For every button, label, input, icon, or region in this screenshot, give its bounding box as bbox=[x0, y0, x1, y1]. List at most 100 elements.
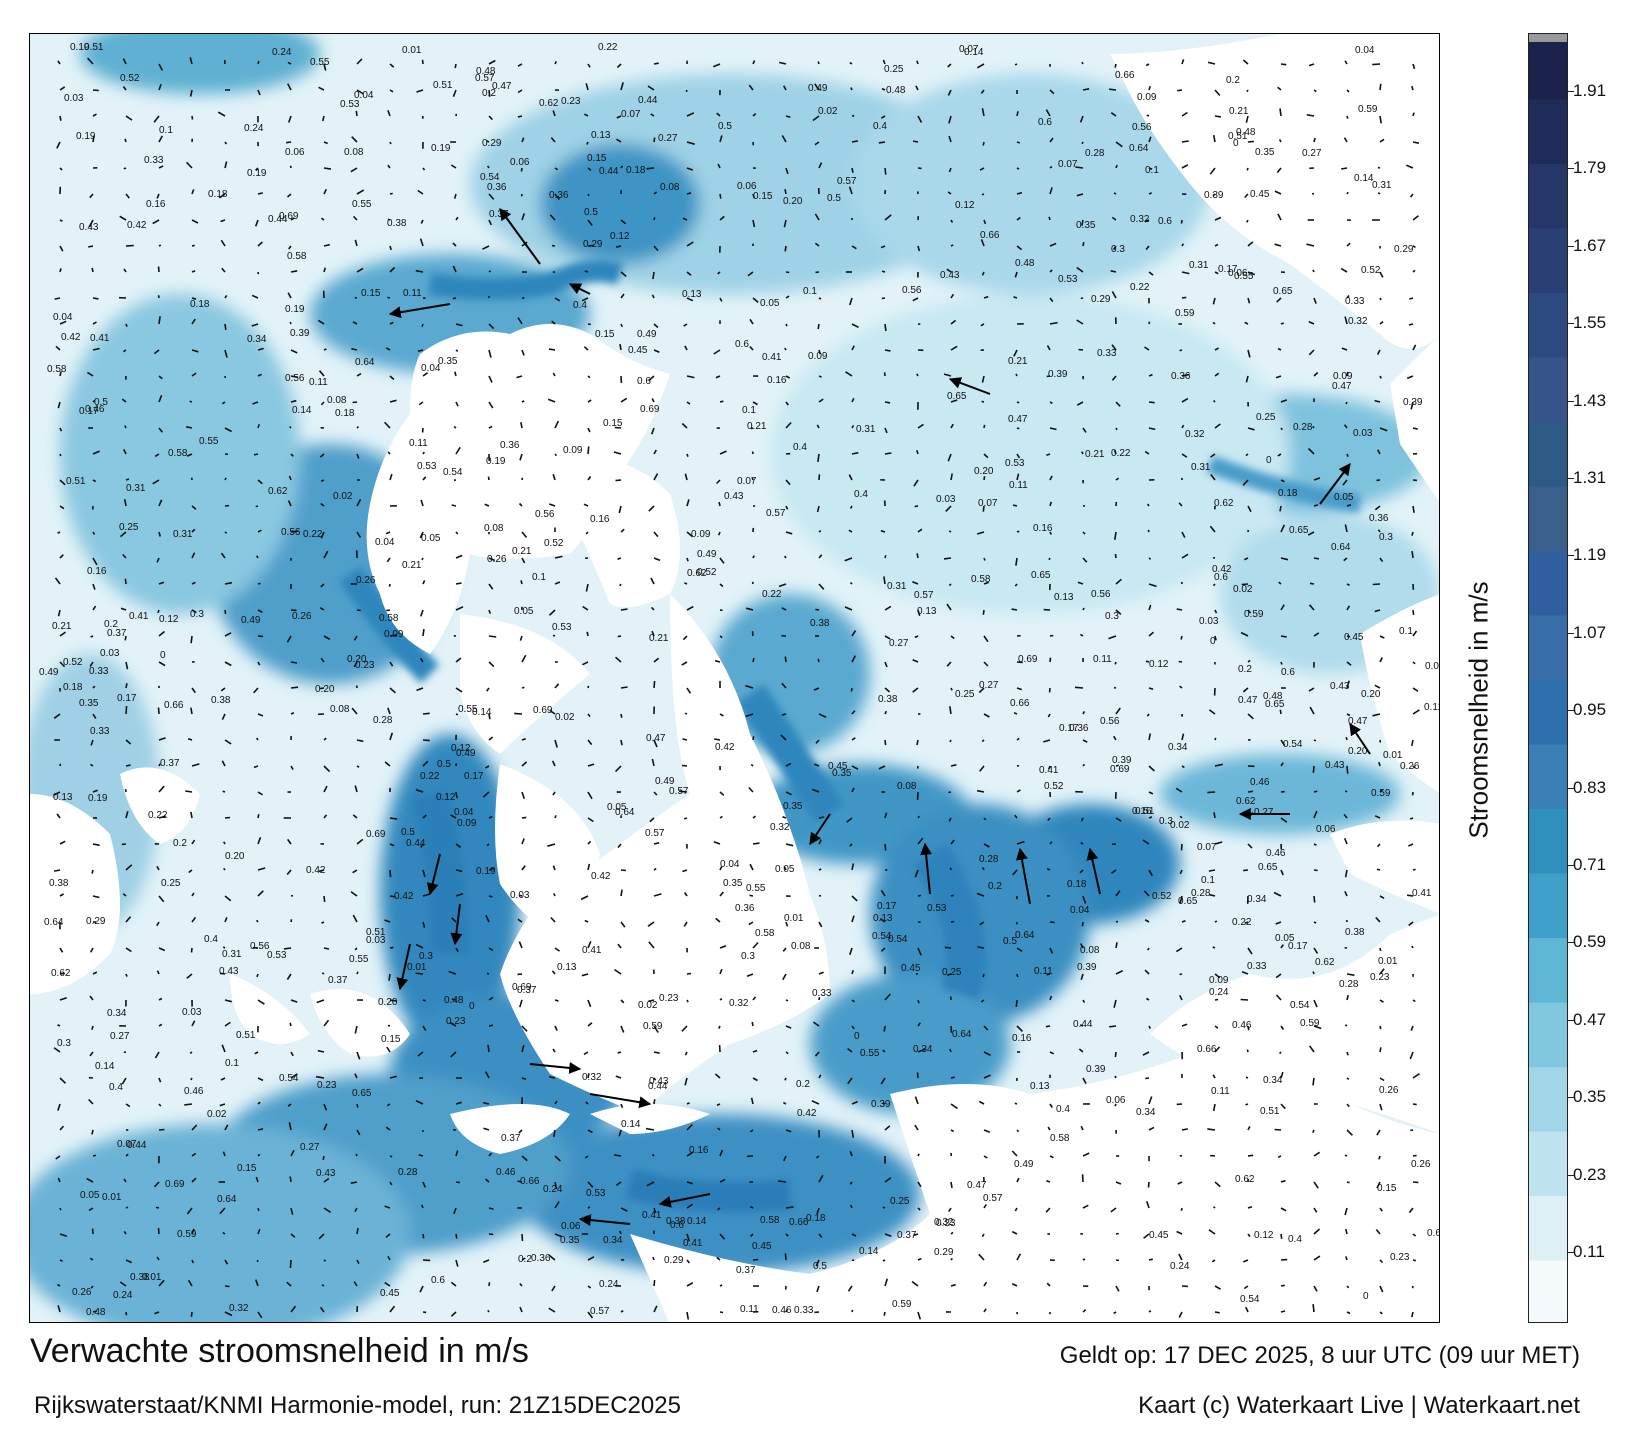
current-arrow bbox=[290, 765, 294, 771]
current-arrow bbox=[321, 972, 325, 975]
colorbar-swatch bbox=[1529, 937, 1567, 1003]
current-arrow bbox=[286, 838, 292, 845]
current-arrow bbox=[1379, 657, 1384, 663]
current-arrow bbox=[1148, 373, 1153, 377]
current-arrow bbox=[384, 919, 391, 923]
speed-value-label: 0.55 bbox=[1234, 271, 1254, 282]
current-arrow bbox=[948, 791, 952, 794]
current-arrow bbox=[1075, 166, 1084, 169]
speed-value-label: 0.05 bbox=[514, 606, 534, 617]
current-arrow bbox=[913, 479, 919, 487]
current-arrow bbox=[1376, 868, 1381, 871]
current-arrow bbox=[752, 736, 755, 741]
speed-value-label: 0.6 bbox=[735, 339, 749, 350]
current-arrow bbox=[224, 161, 228, 169]
current-arrow bbox=[1377, 192, 1381, 195]
current-arrow bbox=[224, 427, 232, 433]
current-arrow bbox=[1312, 425, 1315, 429]
current-arrow bbox=[220, 687, 226, 692]
current-arrow bbox=[521, 1155, 528, 1162]
current-arrow bbox=[59, 86, 66, 91]
colorbar-tick-label: 1.19 bbox=[1573, 545, 1607, 565]
current-arrow bbox=[1214, 920, 1218, 923]
colorbar-tick-mark bbox=[1568, 168, 1574, 170]
current-arrow bbox=[1379, 1207, 1383, 1212]
current-arrow bbox=[1374, 609, 1381, 613]
current-arrow bbox=[882, 59, 886, 65]
current-arrow bbox=[653, 473, 659, 481]
speed-value-label: 0.20 bbox=[783, 196, 803, 207]
current-arrow bbox=[781, 682, 787, 689]
colorbar-swatch bbox=[1529, 485, 1567, 551]
current-arrow bbox=[950, 423, 954, 429]
current-arrow bbox=[719, 135, 723, 143]
current-arrow bbox=[818, 996, 821, 1001]
current-arrow bbox=[653, 557, 661, 562]
current-arrow bbox=[290, 1073, 298, 1079]
speed-value-label: 0.02 bbox=[333, 491, 353, 502]
current-arrow bbox=[320, 531, 325, 539]
current-arrow bbox=[981, 1233, 985, 1238]
speed-value-label: 0.48 bbox=[86, 1307, 106, 1318]
current-arrow bbox=[455, 349, 459, 353]
current-arrow bbox=[1145, 1077, 1150, 1080]
current-arrow bbox=[785, 1025, 792, 1029]
speed-value-label: 0.24 bbox=[543, 1184, 563, 1195]
current-arrow bbox=[983, 1155, 988, 1159]
current-arrow bbox=[851, 787, 855, 793]
current-arrow bbox=[845, 371, 853, 377]
current-arrow bbox=[752, 297, 759, 304]
current-arrow bbox=[917, 947, 922, 956]
current-arrow bbox=[1080, 817, 1084, 822]
current-arrow bbox=[1313, 504, 1319, 507]
current-arrow bbox=[549, 214, 556, 221]
current-arrow bbox=[290, 999, 298, 1003]
current-arrow bbox=[257, 867, 266, 871]
colorbar-swatch bbox=[1529, 743, 1567, 809]
speed-value-label: 0.09 bbox=[1333, 371, 1353, 382]
current-arrow bbox=[59, 972, 65, 975]
current-arrow bbox=[415, 789, 424, 793]
speed-value-label: 0.06 bbox=[1106, 1095, 1126, 1106]
speed-value-label: 0.3 bbox=[419, 951, 433, 962]
speed-value-label: 0.25 bbox=[942, 967, 962, 978]
speed-value-label: 0.3 bbox=[741, 951, 755, 962]
current-arrow bbox=[1214, 841, 1223, 845]
current-arrow bbox=[57, 401, 61, 409]
current-arrow bbox=[884, 349, 891, 352]
current-arrow bbox=[1082, 1309, 1087, 1313]
current-arrow bbox=[686, 1203, 693, 1209]
colorbar-tick-label: 0.23 bbox=[1573, 1164, 1607, 1184]
current-arrow bbox=[422, 451, 425, 455]
speed-value-label: 0.21 bbox=[649, 633, 669, 644]
current-arrow bbox=[587, 791, 593, 800]
current-arrow bbox=[257, 1311, 263, 1319]
current-arrow bbox=[520, 580, 523, 585]
current-arrow bbox=[125, 115, 133, 121]
current-arrow bbox=[946, 603, 952, 611]
current-arrow bbox=[323, 141, 329, 145]
current-arrow bbox=[251, 323, 259, 327]
current-arrow bbox=[1076, 266, 1084, 273]
current-arrow bbox=[1048, 216, 1051, 221]
current-arrow bbox=[682, 869, 688, 873]
current-arrow bbox=[1115, 1285, 1120, 1292]
speed-value-label: 0.33 bbox=[794, 1305, 814, 1316]
current-arrow bbox=[1245, 219, 1249, 223]
current-arrow bbox=[653, 217, 656, 221]
current-arrow bbox=[521, 1025, 528, 1032]
current-arrow bbox=[583, 503, 589, 507]
current-arrow bbox=[488, 557, 496, 562]
current-arrow bbox=[713, 840, 721, 845]
speed-value-label: 0.52 bbox=[1044, 781, 1064, 792]
speed-value-label: 0.02 bbox=[1233, 584, 1253, 595]
current-arrow bbox=[554, 1155, 561, 1162]
current-arrow bbox=[551, 1285, 556, 1292]
current-arrow bbox=[650, 577, 655, 585]
speed-value-label: 0.14 bbox=[859, 1246, 879, 1257]
current-arrow bbox=[422, 921, 426, 928]
current-arrow bbox=[681, 422, 688, 429]
current-arrow bbox=[389, 1181, 393, 1186]
current-arrow bbox=[1276, 297, 1282, 303]
current-arrow bbox=[817, 323, 820, 330]
